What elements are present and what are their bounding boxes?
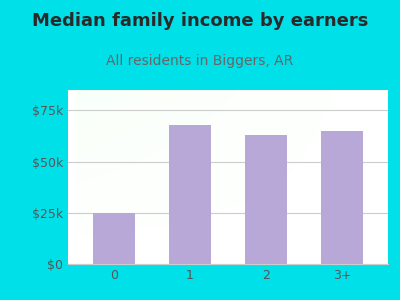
Bar xyxy=(245,135,287,264)
Bar xyxy=(169,125,211,264)
Bar xyxy=(321,131,363,264)
Text: Median family income by earners: Median family income by earners xyxy=(32,12,368,30)
Bar xyxy=(93,213,135,264)
Text: All residents in Biggers, AR: All residents in Biggers, AR xyxy=(106,54,294,68)
